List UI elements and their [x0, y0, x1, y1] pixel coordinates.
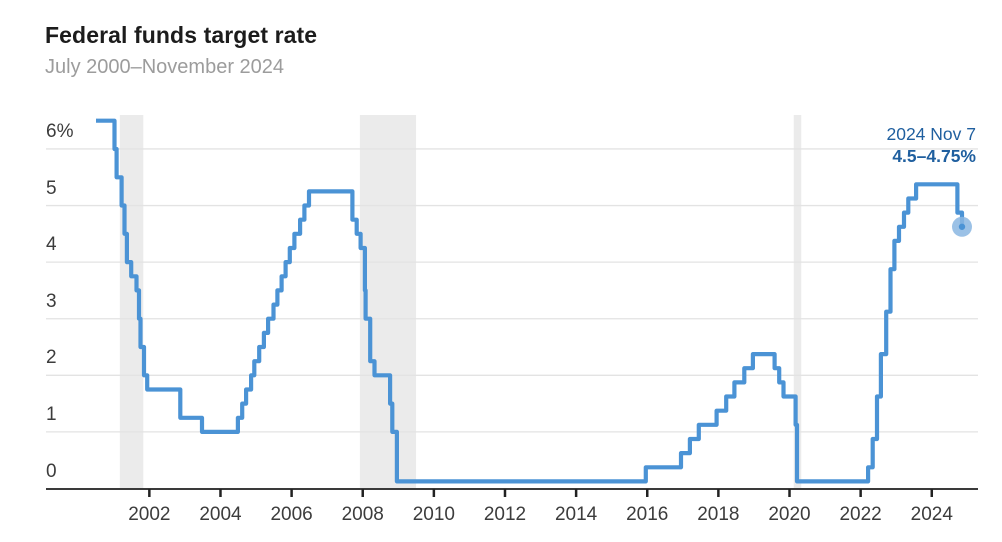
x-tick-label: 2010 [412, 504, 455, 525]
endpoint-annotation: 2024 Nov 7 4.5–4.75% [886, 123, 976, 167]
y-tick-label: 3 [46, 290, 57, 312]
chart-subtitle: July 2000–November 2024 [45, 56, 285, 78]
x-tick-label: 2014 [554, 504, 598, 525]
y-tick-label: 6% [46, 120, 74, 142]
x-tick-label: 2018 [697, 504, 740, 525]
y-tick-label: 4 [46, 234, 57, 256]
recession-band [793, 115, 802, 489]
page-title: Federal funds target rate [45, 22, 318, 48]
y-tick-label: 5 [46, 177, 57, 199]
x-tick-label: 2006 [270, 504, 313, 525]
recession-band [359, 115, 417, 489]
y-tick-label: 0 [46, 461, 57, 482]
y-tick-label: 1 [46, 403, 57, 425]
x-tick-label: 2002 [128, 504, 171, 525]
x-tick-label: 2008 [341, 504, 384, 525]
endpoint-value-label: 4.5–4.75% [892, 146, 976, 166]
x-tick-label: 2020 [768, 504, 811, 525]
x-tick-label: 2016 [626, 504, 669, 525]
x-tick-label: 2024 [910, 504, 953, 525]
endpoint-date-label: 2024 Nov 7 [886, 124, 976, 144]
x-tick-label: 2004 [199, 504, 242, 525]
rate-step-line [96, 118, 965, 484]
x-tick-label: 2012 [483, 504, 527, 525]
y-tick-label: 2 [46, 347, 57, 369]
x-tick-label: 2022 [839, 504, 882, 525]
latest-value-dot [958, 223, 966, 230]
